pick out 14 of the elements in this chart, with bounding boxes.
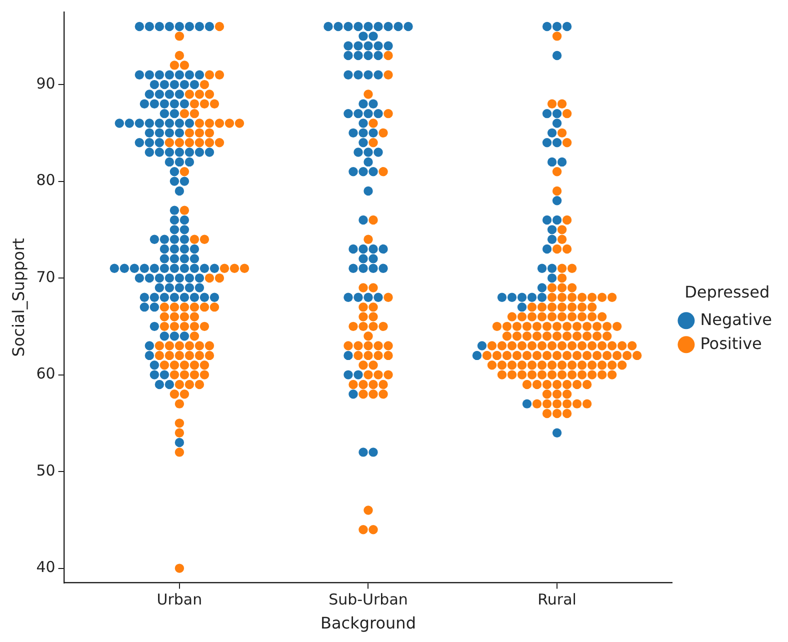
y-tick-label: 50 [36, 461, 56, 480]
y-tick-label: 70 [36, 268, 56, 286]
x-tick-label: Urban [156, 590, 202, 609]
x-tick-label: Sub-Urban [328, 590, 408, 609]
x-tick-label: Rural [538, 590, 576, 609]
legend-label: Positive [700, 334, 762, 353]
y-tick-label: 40 [36, 558, 56, 576]
legend-title: Depressed [684, 282, 770, 302]
y-tick-label: 80 [36, 171, 56, 190]
y-axis-title: Social_Support [8, 238, 28, 357]
x-axis-title: Background [320, 614, 416, 633]
y-tick-label: 90 [36, 74, 56, 92]
legend-label: Negative [700, 310, 772, 329]
y-tick-label: 60 [36, 364, 56, 383]
